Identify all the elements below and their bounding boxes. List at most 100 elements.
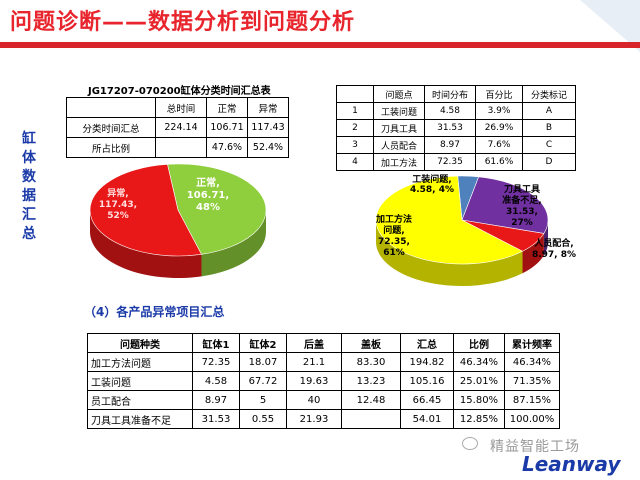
table-cell: 12.85% bbox=[453, 409, 505, 429]
pie-label-line: 8.97, 8% bbox=[532, 250, 576, 260]
table-row: 2 刀具工具 31.53 26.9% B bbox=[336, 119, 576, 137]
title-underline bbox=[0, 42, 640, 48]
page-title: 问题诊断——数据分析到问题分析 bbox=[10, 10, 356, 35]
wechat-icon bbox=[462, 437, 478, 450]
table-cell: 194.82 bbox=[400, 352, 454, 372]
table-row: 3 人员配合 8.97 7.6% C bbox=[336, 136, 576, 154]
wechat-badge bbox=[462, 437, 482, 451]
normal-abnormal-pie-chart: 正常, 106.71, 48% 异常, 117.43, 52% bbox=[89, 163, 267, 278]
table-row: 分类时间汇总 224.14 106.71 117.43 bbox=[66, 117, 289, 138]
pie-label-line: 61% bbox=[383, 248, 405, 258]
side-label-char: 体 bbox=[22, 150, 36, 166]
table-cell: 66.45 bbox=[400, 390, 454, 410]
pie-slice bbox=[375, 175, 524, 265]
table-cell: B bbox=[522, 119, 576, 137]
table-cell: 100.00% bbox=[504, 409, 560, 429]
pie-data-label: 异常, 117.43, 52% bbox=[99, 187, 137, 221]
table-cell: 工装问题 bbox=[87, 371, 193, 391]
table-cell: 5 bbox=[239, 390, 287, 410]
table-header-cell: 后盖 bbox=[286, 333, 342, 353]
time-summary-table: 总时间 正常 异常 分类时间汇总 224.14 106.71 117.43 所占… bbox=[66, 97, 289, 158]
pie-label-line: 异常, bbox=[107, 187, 128, 199]
table-cell: C bbox=[522, 136, 576, 154]
pie-label-line: 刀具工具 bbox=[504, 184, 540, 195]
pie-slice-side bbox=[522, 233, 544, 274]
table-cell: 3 bbox=[336, 136, 374, 154]
side-label-char: 缸 bbox=[22, 131, 36, 147]
table-header-cell: 比例 bbox=[453, 333, 505, 353]
pie-data-label: 工装问题, 4.58, 4% bbox=[410, 173, 454, 195]
side-label-char: 据 bbox=[22, 188, 36, 204]
table-cell: 12.48 bbox=[341, 390, 401, 410]
leanway-logo: Leanway bbox=[522, 452, 621, 476]
table-cell: 1 bbox=[336, 102, 374, 120]
pie-label-line: 31.53, bbox=[506, 207, 538, 217]
table-header-row: 问题点 时间分布 百分比 分类标记 bbox=[336, 85, 576, 103]
table-header-cell bbox=[336, 85, 374, 103]
pie-slice bbox=[89, 164, 202, 257]
table-header-cell: 总时间 bbox=[155, 97, 207, 118]
pie-label-line: 117.43, bbox=[99, 200, 137, 210]
table-cell: 31.53 bbox=[192, 409, 240, 429]
table-cell: 4 bbox=[336, 153, 374, 171]
pie-label-line: 人员配合, bbox=[533, 237, 573, 249]
pie-label-line: 工装问题, bbox=[412, 173, 451, 185]
table-cell: 13.23 bbox=[341, 371, 401, 391]
table-cell: 员工配合 bbox=[87, 390, 193, 410]
table-cell: 83.30 bbox=[341, 352, 401, 372]
table-cell: 21.93 bbox=[286, 409, 342, 429]
problem-category-pie-chart: 工装问题, 4.58, 4% 刀具工具准备不足, 31.53, 27%人员配合, 8.97… bbox=[375, 173, 576, 286]
table-cell: 105.16 bbox=[400, 371, 454, 391]
product-abnormal-summary-table: 问题种类 缸体1 缸体2 后盖 盖板 汇总 比例 累计频率 加工方法问题 72.… bbox=[87, 333, 560, 429]
table-cell: 4.58 bbox=[192, 371, 240, 391]
table-cell: 47.6% bbox=[206, 137, 248, 158]
pie-label-line: 问题, bbox=[383, 224, 404, 236]
table-cell: 分类时间汇总 bbox=[66, 117, 156, 138]
table-row: 刀具工具准备不足 31.53 0.55 21.93 54.01 12.85% 1… bbox=[87, 409, 560, 429]
table-cell: 117.43 bbox=[247, 117, 289, 138]
table-cell: 刀具工具准备不足 bbox=[87, 409, 193, 429]
table-row: 加工方法问题 72.35 18.07 21.1 83.30 194.82 46.… bbox=[87, 352, 560, 372]
table-cell: 4.58 bbox=[424, 102, 476, 120]
table-cell: 21.1 bbox=[286, 352, 342, 372]
table-header-cell: 异常 bbox=[247, 97, 289, 118]
table-cell: 71.35% bbox=[504, 371, 560, 391]
table-header-cell bbox=[66, 97, 156, 118]
table-header-cell: 问题种类 bbox=[87, 333, 193, 353]
table-header-cell: 正常 bbox=[206, 97, 248, 118]
pie-label-line: 加工方法 bbox=[375, 213, 412, 225]
pie-label-line: 48% bbox=[196, 202, 220, 213]
pie-label-line: 4.58, 4% bbox=[410, 185, 454, 195]
pie-label-line: 52% bbox=[107, 211, 129, 221]
table-cell: 31.53 bbox=[424, 119, 476, 137]
pie-label-line: 准备不足, bbox=[502, 194, 541, 206]
table-cell: 52.4% bbox=[247, 137, 289, 158]
table-header-cell: 百分比 bbox=[475, 85, 523, 103]
table-cell: 加工方法问题 bbox=[87, 352, 193, 372]
table-header-row: 问题种类 缸体1 缸体2 后盖 盖板 汇总 比例 累计频率 bbox=[87, 333, 560, 353]
pie-data-label: 人员配合, 8.97, 8% bbox=[532, 237, 576, 260]
table-cell: 所占比例 bbox=[66, 137, 156, 158]
wechat-account-name: 精益智能工场 bbox=[490, 439, 580, 455]
table-cell: 67.72 bbox=[239, 371, 287, 391]
table-cell bbox=[341, 409, 401, 429]
pie-slice-side bbox=[543, 220, 548, 256]
table-header-cell: 缸体1 bbox=[192, 333, 240, 353]
table-row: 员工配合 8.97 5 40 12.48 66.45 15.80% 87.15% bbox=[87, 390, 560, 410]
table-header-cell: 缸体2 bbox=[239, 333, 287, 353]
table-header-cell: 累计频率 bbox=[504, 333, 560, 353]
table-cell: 46.34% bbox=[453, 352, 505, 372]
table-cell: 46.34% bbox=[504, 352, 560, 372]
table-cell: A bbox=[522, 102, 576, 120]
side-label-char: 数 bbox=[22, 169, 36, 185]
table-cell: 40 bbox=[286, 390, 342, 410]
table-row: 1 工装问题 4.58 3.9% A bbox=[336, 102, 576, 120]
table-cell: 2 bbox=[336, 119, 374, 137]
table-cell: 72.35 bbox=[192, 352, 240, 372]
table-cell: 0.55 bbox=[239, 409, 287, 429]
table-row: 工装问题 4.58 67.72 19.63 13.23 105.16 25.01… bbox=[87, 371, 560, 391]
section4-title: （4）各产品异常项目汇总 bbox=[84, 305, 225, 319]
table-cell: 8.97 bbox=[424, 136, 476, 154]
pie-slice-side bbox=[201, 210, 266, 277]
table-cell: 刀具工具 bbox=[373, 119, 425, 137]
